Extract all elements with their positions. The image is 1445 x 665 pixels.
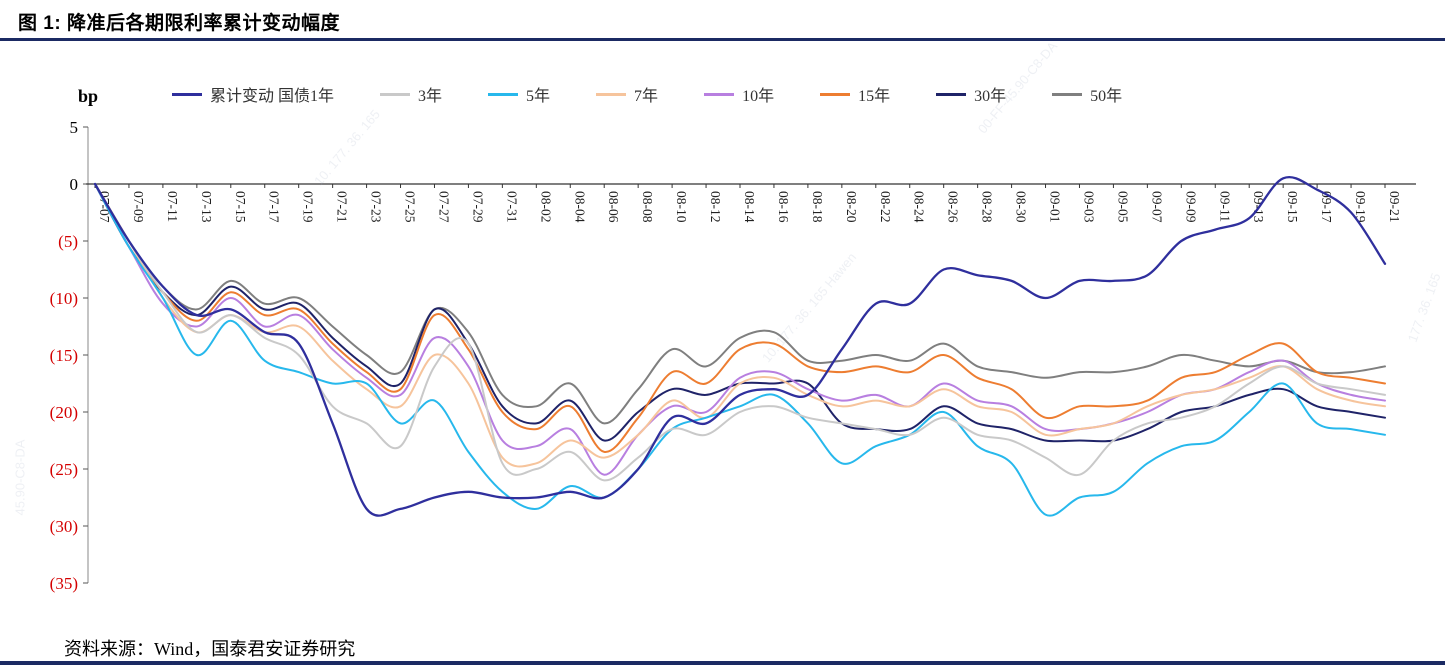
x-tick-label: 07-27 xyxy=(436,191,451,223)
x-tick-label: 09-09 xyxy=(1183,191,1198,223)
legend-item-累计变动 国债1年: 累计变动 国债1年 xyxy=(172,82,334,106)
legend-swatch xyxy=(380,92,411,96)
x-tick-label: 07-19 xyxy=(301,191,316,223)
y-tick-label: (25) xyxy=(50,460,78,479)
legend-item-50年: 50年 xyxy=(1052,82,1122,106)
x-tick-label: 07-23 xyxy=(369,191,384,223)
y-tick-label: (15) xyxy=(50,346,78,365)
legend-item-10年: 10年 xyxy=(704,82,774,106)
x-tick-label: 09-11 xyxy=(1217,191,1232,222)
x-tick-label: 09-03 xyxy=(1081,191,1096,223)
x-tick-label: 08-28 xyxy=(980,191,995,223)
chart-area: 5 0 (5) (10) (15) (20) (25) (30) (35) 07-07 07-09 0… xyxy=(0,80,1445,640)
x-tick-label: 07-25 xyxy=(403,191,418,223)
legend-swatch xyxy=(704,92,735,96)
x-tick-label: 07-13 xyxy=(199,191,214,223)
legend-swatch xyxy=(596,92,627,96)
title-divider xyxy=(0,38,1445,41)
legend-label: 3年 xyxy=(418,88,443,105)
y-axis-unit-label: bp xyxy=(78,86,99,106)
x-tick-label: 07-07 xyxy=(97,191,112,223)
x-tick-label: 07-17 xyxy=(267,191,282,223)
x-tick-label: 08-14 xyxy=(742,191,757,223)
legend-item-3年: 3年 xyxy=(380,82,442,106)
series-line-5年 xyxy=(94,183,1386,517)
chart-legend: 累计变动 国债1年 3年 5年 7年 10年 15年 30年 50年 xyxy=(172,82,1122,106)
y-tick-label: (20) xyxy=(50,403,78,422)
x-tick-label: 08-26 xyxy=(946,191,961,223)
y-tick-label: 5 xyxy=(70,118,79,137)
legend-item-30年: 30年 xyxy=(936,82,1006,106)
legend-swatch xyxy=(936,92,967,96)
y-tick-label: (30) xyxy=(50,517,78,536)
x-tick-label: 07-09 xyxy=(131,191,146,223)
y-tick-label: (10) xyxy=(50,289,78,308)
series-line-3年 xyxy=(94,183,1386,482)
line-chart-svg: 5 0 (5) (10) (15) (20) (25) (30) (35) 07-07 07-09 0… xyxy=(50,118,1416,593)
x-tick-label: 08-30 xyxy=(1014,191,1029,223)
data-source: 资料来源：Wind，国泰君安证券研究 xyxy=(64,639,356,659)
series-line-7年 xyxy=(94,183,1386,468)
x-tick-label: 07-31 xyxy=(504,191,519,223)
legend-label: 15年 xyxy=(858,88,891,105)
legend-swatch xyxy=(1052,92,1083,96)
x-tick-label: 07-15 xyxy=(233,191,248,223)
x-tick-label: 09-17 xyxy=(1319,191,1334,223)
x-tick-label: 09-05 xyxy=(1115,191,1130,223)
legend-swatch xyxy=(820,92,851,96)
y-tick-label: (5) xyxy=(58,232,78,251)
legend-item-7年: 7年 xyxy=(596,82,658,106)
y-tick-label: (35) xyxy=(50,574,78,593)
legend-label: 10年 xyxy=(742,88,775,105)
x-tick-label: 08-10 xyxy=(674,191,689,223)
x-tick-label: 08-16 xyxy=(776,191,791,223)
series-line-15年 xyxy=(94,183,1386,453)
x-tick-label: 08-24 xyxy=(912,191,927,223)
legend-label: 累计变动 国债1年 xyxy=(210,88,335,105)
x-tick-label: 09-21 xyxy=(1387,191,1402,223)
series-line-累计变动 国债1年 xyxy=(93,176,1387,517)
x-tick-label: 07-29 xyxy=(470,191,485,223)
x-tick-label: 08-02 xyxy=(538,191,553,223)
legend-label: 30年 xyxy=(974,88,1007,105)
series-line-50年 xyxy=(94,183,1386,425)
x-tick-label: 08-18 xyxy=(810,191,825,223)
x-tick-label: 09-07 xyxy=(1149,191,1164,223)
legend-label: 7年 xyxy=(634,88,659,105)
x-tick-label: 07-21 xyxy=(335,191,350,223)
series-line-10年 xyxy=(94,183,1386,476)
x-tick-label: 08-06 xyxy=(606,191,621,223)
x-tick-label: 09-01 xyxy=(1048,191,1063,223)
x-tick-label: 08-20 xyxy=(844,191,859,223)
x-tick-label: 09-15 xyxy=(1285,191,1300,223)
x-tick-label: 08-04 xyxy=(572,191,587,223)
series-line-30年 xyxy=(94,183,1386,443)
y-tick-label: 0 xyxy=(70,175,79,194)
legend-item-15年: 15年 xyxy=(820,82,890,106)
legend-item-5年: 5年 xyxy=(488,82,550,106)
x-tick-label: 09-19 xyxy=(1353,191,1368,223)
x-tick-label: 08-22 xyxy=(878,191,893,223)
legend-swatch xyxy=(488,92,519,96)
legend-label: 5年 xyxy=(526,88,551,105)
bottom-divider xyxy=(0,661,1445,665)
x-tick-label: 08-08 xyxy=(640,191,655,223)
legend-swatch xyxy=(172,92,202,96)
figure-title: 图 1: 降准后各期限利率累计变动幅度 xyxy=(18,13,340,34)
x-tick-label: 07-11 xyxy=(165,191,180,222)
legend-label: 50年 xyxy=(1090,88,1123,105)
x-tick-label: 08-12 xyxy=(708,191,723,223)
